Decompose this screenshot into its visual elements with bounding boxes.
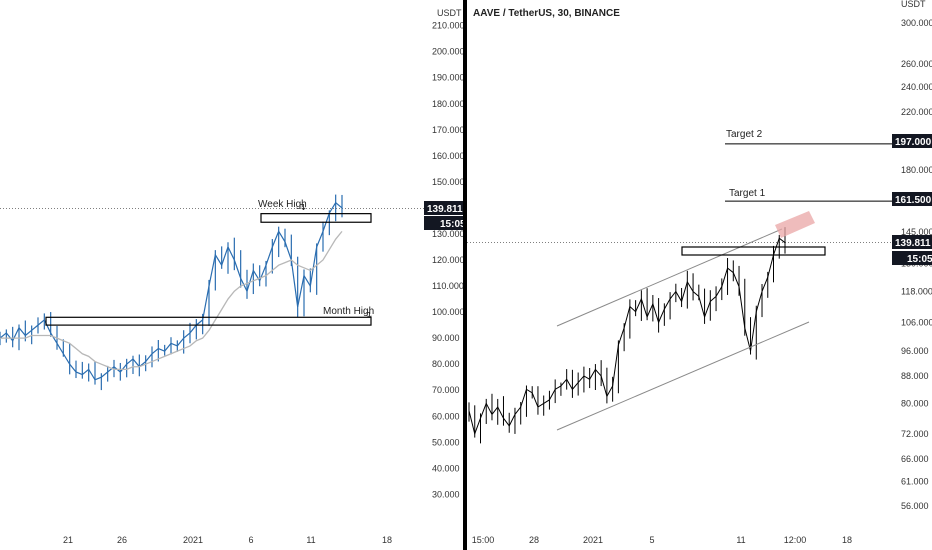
left-y-tick-label: 190.000 [432, 73, 463, 83]
left-x-tick-label: 21 [63, 535, 73, 545]
left-y-tick-label: 130.000 [432, 229, 463, 239]
left-x-tick-label: 26 [117, 535, 127, 545]
right-x-tick-label: 11 [736, 535, 745, 545]
left-x-tick-label: 2021 [183, 535, 203, 545]
right-chart-marks [467, 227, 892, 444]
right-chart[interactable]: AAVE / TetherUS, 30, BINANCE Target 1 Ta… [467, 0, 932, 550]
right-y-tick-label: 61.000 [901, 477, 929, 487]
right-x-tick-label: 12:00 [784, 535, 807, 545]
left-x-tick-label: 18 [382, 535, 392, 545]
right-price-line [468, 237, 786, 436]
right-x-tick-label: 28 [529, 535, 539, 545]
left-y-tick-label: 60.000 [432, 411, 460, 421]
left-x-tick-label: 11 [306, 535, 315, 545]
left-time-axis[interactable]: 21 26 2021 6 11 18 [63, 535, 392, 545]
week-high-zone[interactable] [260, 213, 372, 223]
left-y-tick-label: 160.000 [432, 151, 463, 161]
left-time-tag: 15:05 [440, 219, 463, 230]
week-high-arrow: ↴ [298, 202, 306, 213]
left-moving-average [0, 230, 343, 371]
right-y-tick-label: 260.000 [901, 59, 932, 69]
left-price-axis[interactable]: 210.000 200.000 190.000 180.000 170.000 160.0… [432, 21, 463, 500]
left-chart-marks [0, 194, 424, 391]
right-time-axis[interactable]: 15:00 28 2021 5 11 12:00 18 [472, 535, 852, 545]
left-y-tick-label: 90.000 [432, 333, 460, 343]
right-x-tick-label: 15:00 [472, 535, 495, 545]
left-chart[interactable]: Week High ↴ Month High ↴ 210.000 200.000 1… [0, 0, 463, 550]
breakout-zone[interactable] [681, 246, 826, 256]
right-y-tick-label: 220.000 [901, 107, 932, 117]
right-chart-title: AAVE / TetherUS, 30, BINANCE [473, 8, 620, 19]
left-y-tick-label: 200.000 [432, 47, 463, 57]
left-y-tick-label: 80.000 [432, 359, 460, 369]
left-y-tick-label: 110.000 [432, 281, 463, 291]
month-high-label: Month High [323, 306, 374, 317]
channel-lower-line[interactable] [556, 321, 810, 431]
left-y-tick-label: 150.000 [432, 177, 463, 187]
left-y-tick-label: 50.000 [432, 437, 460, 447]
right-price-tag-bg [892, 235, 932, 249]
target-zone-highlight[interactable] [775, 211, 815, 238]
right-channel [556, 228, 810, 431]
left-y-tick-label: 120.000 [432, 255, 463, 265]
target-1-tag-bg [892, 192, 932, 206]
left-zones [45, 213, 372, 326]
target-1-tag: 161.500 [895, 195, 932, 206]
left-time-tag-bg [424, 216, 463, 230]
left-price-tag: 139.811 [427, 204, 463, 215]
right-time-tag: 15:05 [907, 254, 932, 265]
left-y-tick-label: 70.000 [432, 385, 460, 395]
channel-upper-line[interactable] [556, 228, 783, 327]
target-2-tag-bg [892, 134, 932, 148]
right-x-tick-label: 5 [649, 535, 654, 545]
right-x-tick-label: 18 [842, 535, 852, 545]
left-y-tick-label: 210.000 [432, 21, 463, 31]
right-y-tick-label: 66.000 [901, 454, 929, 464]
right-y-tick-label: 180.000 [901, 165, 932, 175]
left-x-tick-label: 6 [248, 535, 253, 545]
target-1-label: Target 1 [729, 188, 766, 199]
right-y-tick-label: 118.000 [901, 286, 932, 296]
left-y-tick-label: 170.000 [432, 125, 463, 135]
left-y-tick-label: 180.000 [432, 99, 463, 109]
left-price-tag-bg [424, 201, 463, 215]
target-2-label: Target 2 [726, 129, 763, 140]
left-y-tick-label: 30.000 [432, 489, 460, 499]
target-2-tag: 197.000 [895, 137, 932, 148]
right-y-tick-label: 240.000 [901, 82, 932, 92]
left-price-line [0, 201, 343, 381]
right-y-tick-label: 88.000 [901, 371, 929, 381]
left-unit-label: USDT [437, 8, 462, 18]
right-y-tick-label: 72.000 [901, 429, 929, 439]
right-y-tick-label: 56.000 [901, 501, 929, 511]
right-time-tag-bg [892, 251, 932, 265]
week-high-label: Week High [258, 199, 307, 210]
right-y-tick-label: 106.000 [901, 317, 932, 327]
right-price-tag: 139.811 [895, 238, 931, 249]
right-y-tick-label: 300.000 [901, 18, 932, 28]
right-y-tick-label: 145.000 [901, 227, 932, 237]
right-y-tick-label: 96.000 [901, 346, 929, 356]
right-y-tick-label: 80.000 [901, 398, 929, 408]
right-unit-label: USDT [901, 0, 926, 9]
right-x-tick-label: 2021 [583, 535, 603, 545]
month-high-zone[interactable] [45, 316, 372, 326]
panel-divider[interactable] [463, 0, 467, 550]
left-y-tick-label: 100.000 [432, 307, 463, 317]
left-y-tick-label: 40.000 [432, 463, 460, 473]
month-high-arrow: ↴ [364, 310, 372, 321]
